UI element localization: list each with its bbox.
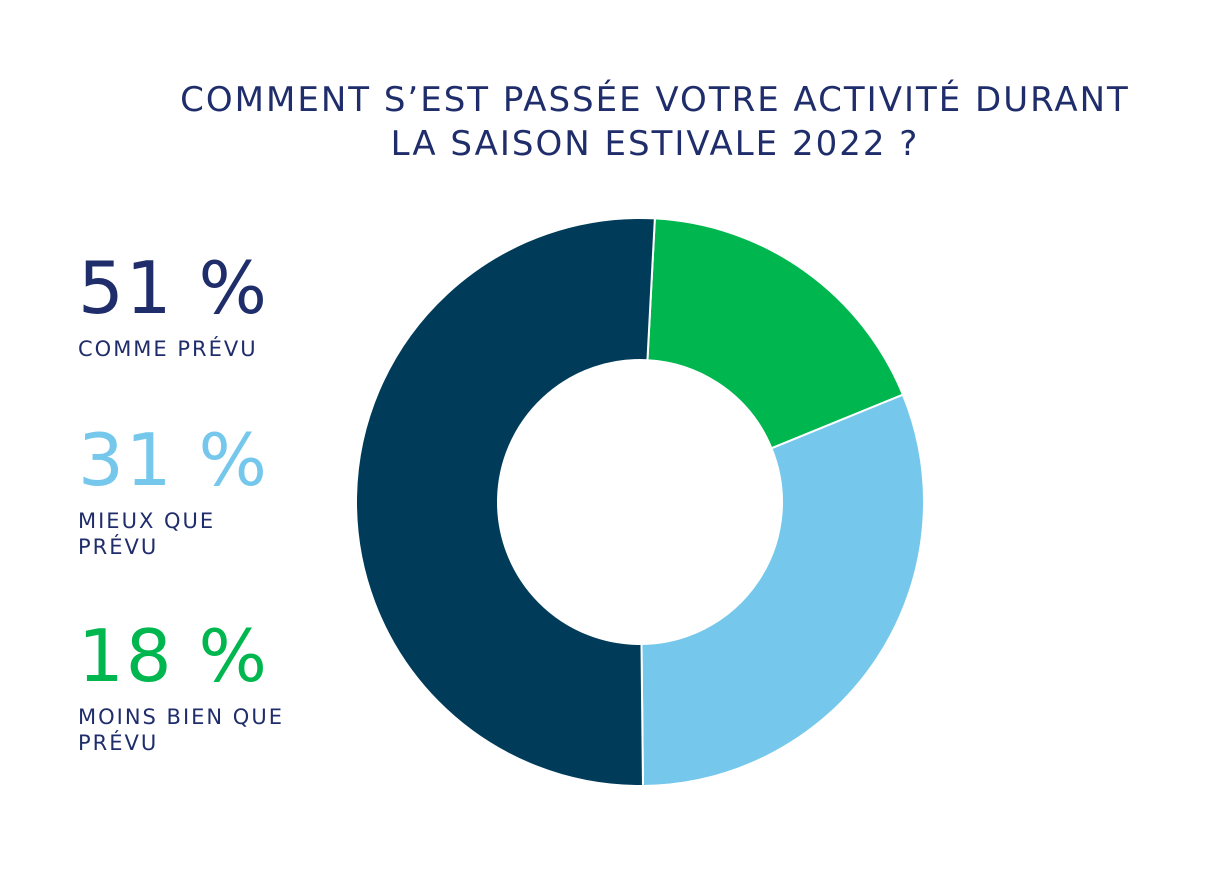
legend-item-comme-prevu: 51 % COMME PRÉVU — [78, 252, 328, 362]
slice-mieux-que-prevu — [640, 393, 925, 787]
chart-title: COMMENT S’EST PASSÉE VOTRE ACTIVITÉ DURA… — [150, 78, 1160, 166]
slice-moins-bien-que-prevu — [646, 217, 905, 450]
legend-label-comme-prevu: COMME PRÉVU — [78, 337, 258, 361]
legend-item-moins-bien-que-prevu: 18 % MOINS BIEN QUE PRÉVU — [78, 620, 328, 756]
legend-label-moins-bien-que-prevu: MOINS BIEN QUE PRÉVU — [78, 705, 284, 755]
legend-item-mieux-que-prevu: 31 % MIEUX QUE PRÉVU — [78, 424, 269, 560]
legend-value-mieux-que-prevu: 31 % — [78, 418, 269, 502]
slice-comme-prevu — [354, 217, 656, 787]
chart-title-line-1: COMMENT S’EST PASSÉE VOTRE ACTIVITÉ DURA… — [180, 80, 1130, 120]
legend-label-mieux-que-prevu: MIEUX QUE PRÉVU — [78, 509, 216, 559]
legend-value-comme-prevu: 51 % — [78, 246, 269, 330]
legend-value-moins-bien-que-prevu: 18 % — [78, 614, 269, 698]
chart-title-line-2: LA SAISON ESTIVALE 2022 ? — [390, 124, 920, 164]
